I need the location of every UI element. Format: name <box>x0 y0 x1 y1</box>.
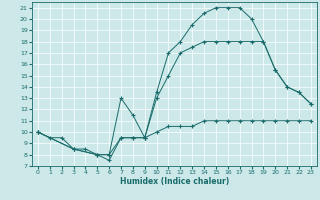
X-axis label: Humidex (Indice chaleur): Humidex (Indice chaleur) <box>120 177 229 186</box>
